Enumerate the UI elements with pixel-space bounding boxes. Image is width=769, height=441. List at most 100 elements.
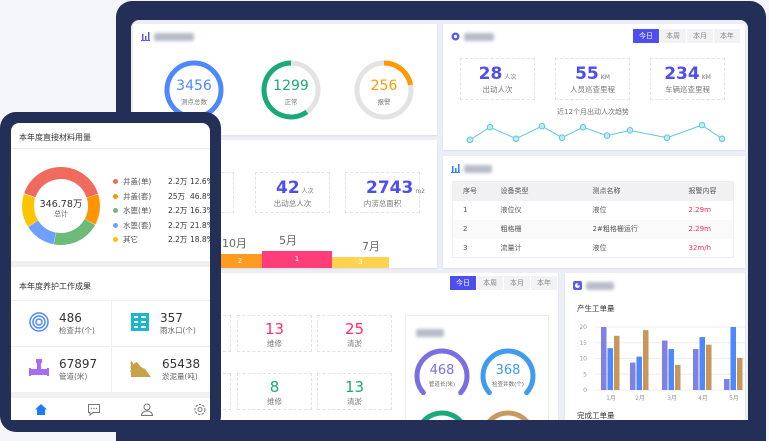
tab-week[interactable]: 本周 (660, 29, 686, 43)
trend-point (512, 135, 520, 143)
stat-label: 人员巡查里程 (570, 85, 615, 94)
tab-today[interactable]: 今日 (450, 276, 476, 290)
bar (643, 330, 649, 390)
panel-title-blurred (586, 281, 614, 290)
table-cell: 2.29m (688, 206, 711, 214)
table-row[interactable]: 3 流量计 液位 32m/h (452, 238, 734, 258)
stat-value: 13 (264, 320, 285, 338)
y-tick-label: 5 (583, 371, 587, 378)
panel-title-blurred (464, 32, 494, 41)
maintenance-stat: 13 清淤 (317, 373, 392, 410)
gauge-label: 测点总数 (181, 98, 207, 106)
tab-year[interactable]: 本年 (531, 276, 557, 290)
materials-donut-chart (22, 167, 100, 245)
maintenance-panel: 今日 本周 本月 本年 13 维修 25 清淤 8 维修 13 清淤 468 管道长(米) 368 检查井… (208, 273, 558, 420)
y-tick-label: 10 (579, 356, 587, 363)
trend-point (603, 132, 611, 139)
table-row[interactable]: 2 粗格栅 2#粗格栅运行 2.29m (452, 219, 734, 239)
result-cell[interactable]: 486 检查井(个) (11, 300, 110, 346)
stat-unit: KM (701, 74, 711, 81)
work-order-bar-chart: 0 5 10 15 20 1月 2月 3月 4月 5月 (579, 324, 745, 402)
chart-subtitle-completed: 完成工单量 (577, 411, 615, 420)
donut-slice (22, 193, 39, 227)
gauge-2: 256 报警 (354, 60, 414, 120)
tab-month[interactable]: 本月 (504, 276, 530, 290)
nav-user[interactable] (122, 401, 172, 420)
table-cell: 3 (463, 243, 468, 252)
bar: 2 (218, 254, 262, 268)
table-cell: 2#粗格栅运行 (592, 225, 638, 233)
bar (693, 349, 699, 390)
result-gauge: 368 检查井数(个) (478, 346, 538, 406)
trend-point (626, 127, 634, 134)
dashboard-screen: 3456 测点总数 1299 正常 256 报警 今日 本周 本月 本年 28 人次 出动人次 55 K… (131, 20, 748, 420)
tab-today[interactable]: 今日 (633, 29, 659, 43)
legend-pct: 12.6% (190, 177, 210, 186)
result-cell[interactable]: 65438 淤泥量(吨) (111, 346, 210, 392)
tab-year[interactable]: 本年 (714, 29, 740, 43)
nav-home[interactable] (16, 401, 66, 420)
donut-total: 346.78万 (39, 199, 83, 210)
stat-value: 42 (276, 178, 300, 198)
legend-pct: 18.8% (190, 235, 210, 244)
result-cell[interactable]: 357 雨水口(个) (111, 300, 210, 346)
stat-value: 2743 (366, 178, 414, 198)
bar (730, 327, 736, 390)
stat-label: 出动总人次 (273, 199, 312, 208)
bar (724, 378, 730, 390)
table-cell: 1 (463, 206, 468, 214)
bar-chart-icon (451, 164, 460, 173)
message-icon (87, 401, 101, 420)
result-cell[interactable]: 67897 管道(米) (11, 346, 110, 392)
table-row[interactable]: 1 液位仪 液位 2.29m (452, 200, 734, 220)
result-value: 67897 (59, 357, 98, 371)
stat-value: 25 (344, 320, 365, 338)
legend-dot (113, 237, 118, 242)
result-label: 雨水口(个) (160, 326, 196, 335)
nav-settings[interactable] (175, 401, 210, 420)
tab-month[interactable]: 本月 (687, 29, 713, 43)
result-label: 淤泥量(吨) (162, 372, 198, 381)
bar (668, 349, 674, 390)
x-tick-label: 2月 (635, 395, 645, 402)
panel-title-blurred (464, 164, 492, 173)
bar-chart-icon (141, 32, 150, 41)
bar (737, 357, 743, 390)
chart-subtitle: 产生工单量 (577, 304, 615, 313)
bar (699, 337, 705, 390)
donut-slice (23, 167, 99, 199)
table-cell: 粗格栅 (500, 225, 522, 233)
trend-point (579, 123, 587, 131)
result-gauge: 468 管道长(米) (412, 346, 472, 406)
legend-amount: 2.2万 (168, 220, 188, 230)
flood-panel: 42 人次 出动总人次 2743 m2 内涝总面积 10月 2 5月 1 7月 3 (198, 140, 437, 268)
column-header: 报警内容 (688, 187, 717, 196)
donut-label: 总计 (54, 210, 68, 218)
patrol-period-tabs: 今日 本周 本月 本年 (632, 29, 740, 43)
manhole-icon (29, 311, 49, 336)
legend-name: 水篦(单) (123, 206, 152, 215)
nav-message[interactable] (69, 401, 119, 420)
result-value: 486 (59, 311, 82, 325)
bar (706, 344, 712, 390)
x-tick-label: 1月 (606, 395, 616, 402)
stat-label: 内涝总面积 (363, 199, 402, 208)
more-gauges-partial (421, 410, 529, 420)
table-cell: 液位仪 (500, 206, 522, 214)
stat-unit: KM (600, 74, 610, 81)
legend-pct: 16.3% (190, 206, 210, 215)
legend-dot (113, 222, 118, 228)
pie-chart-icon (573, 281, 582, 290)
gauge-label: 检查井数(个) (492, 382, 524, 388)
stat-value: 8 (269, 378, 280, 396)
table-cell: 32m/h (688, 243, 712, 252)
dredging-results-card: 468 管道长(米) 368 检查井数(个) (405, 315, 549, 420)
bar (630, 362, 636, 390)
column-header: 设备类型 (500, 187, 529, 196)
legend-amount: 2.2万 (168, 206, 188, 215)
stat-value: 28 (478, 64, 503, 84)
pipe-icon (29, 358, 49, 382)
bar (662, 340, 668, 390)
tab-week[interactable]: 本周 (477, 276, 503, 290)
